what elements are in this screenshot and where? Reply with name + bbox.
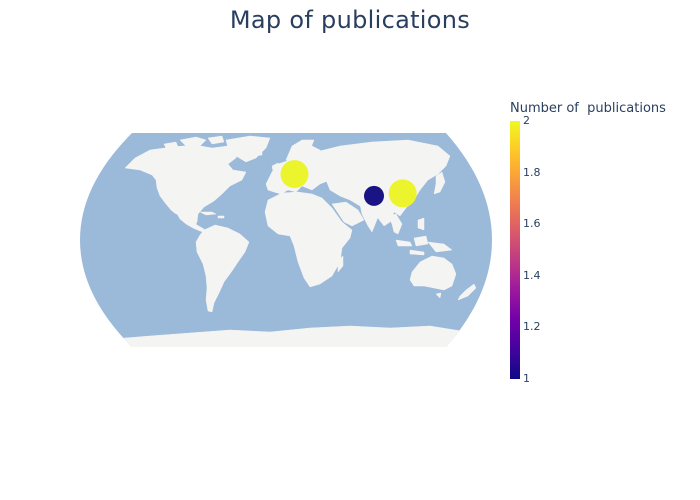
greenland bbox=[225, 135, 271, 163]
antarctica bbox=[99, 325, 481, 347]
australia bbox=[409, 255, 457, 291]
arctic-islands bbox=[163, 135, 225, 149]
indonesia bbox=[395, 217, 453, 256]
colorbar-title: Number of publications bbox=[510, 101, 666, 116]
south-america bbox=[195, 224, 250, 313]
marker-layer bbox=[280, 160, 417, 208]
marker-japan[interactable] bbox=[388, 179, 417, 208]
southeast-asia bbox=[387, 213, 403, 235]
colorbar-tick: 1.2 bbox=[523, 320, 541, 334]
marker-europe[interactable] bbox=[280, 160, 309, 189]
north-america bbox=[124, 144, 247, 229]
madagascar bbox=[337, 255, 344, 273]
new-zealand bbox=[435, 283, 477, 301]
japan bbox=[433, 171, 446, 195]
caribbean bbox=[199, 211, 225, 219]
colorbar bbox=[510, 121, 520, 379]
colorbar-tick: 2 bbox=[523, 114, 530, 127]
colorbar-tick: 1 bbox=[523, 372, 530, 385]
colorbar-tick: 1.8 bbox=[523, 165, 541, 179]
arabian-peninsula bbox=[331, 201, 365, 227]
marker-china[interactable] bbox=[364, 185, 384, 206]
british-isles bbox=[253, 150, 281, 177]
page-title: Map of publications bbox=[229, 6, 471, 34]
africa bbox=[264, 191, 353, 288]
colorbar-tick: 1.6 bbox=[523, 217, 541, 231]
asia bbox=[315, 139, 451, 227]
colorbar-tick: 1.4 bbox=[523, 268, 541, 282]
